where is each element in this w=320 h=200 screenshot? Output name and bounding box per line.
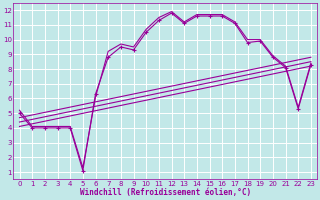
X-axis label: Windchill (Refroidissement éolien,°C): Windchill (Refroidissement éolien,°C) [80,188,251,197]
